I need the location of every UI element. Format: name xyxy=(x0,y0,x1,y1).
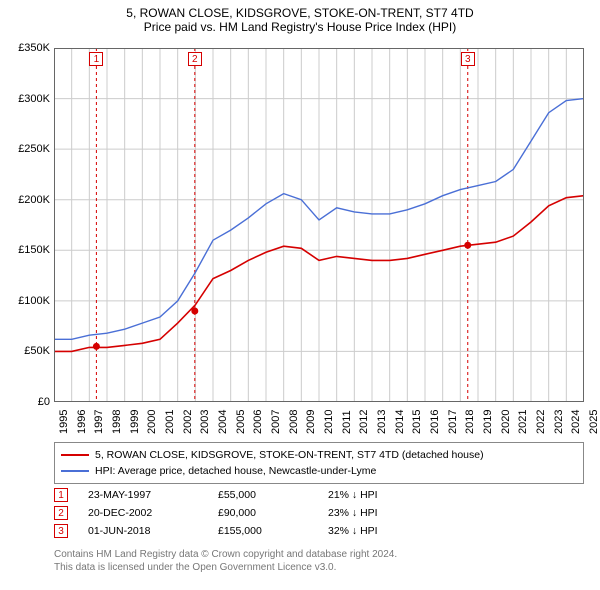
xtick-label: 2022 xyxy=(535,410,547,434)
legend-swatch xyxy=(61,454,89,456)
event-marker-icon: 1 xyxy=(54,488,68,502)
chart-svg xyxy=(54,48,584,402)
xtick-label: 1999 xyxy=(129,410,141,434)
legend-label: HPI: Average price, detached house, Newc… xyxy=(95,465,376,477)
event-marker-box: 3 xyxy=(461,52,475,66)
legend-row: HPI: Average price, detached house, Newc… xyxy=(61,463,577,479)
xtick-label: 2018 xyxy=(464,410,476,434)
footer-line1: Contains HM Land Registry data © Crown c… xyxy=(54,548,397,561)
xtick-label: 2006 xyxy=(252,410,264,434)
xtick-label: 2013 xyxy=(376,410,388,434)
xtick-label: 2025 xyxy=(588,410,600,434)
xtick-label: 2009 xyxy=(305,410,317,434)
xtick-label: 1996 xyxy=(76,410,88,434)
legend-swatch xyxy=(61,470,89,472)
title-address: 5, ROWAN CLOSE, KIDSGROVE, STOKE-ON-TREN… xyxy=(0,6,600,20)
xtick-label: 2003 xyxy=(199,410,211,434)
event-row: 1 23-MAY-1997£55,00021% ↓ HPI xyxy=(54,486,584,504)
xtick-label: 1998 xyxy=(111,410,123,434)
xtick-label: 2005 xyxy=(235,410,247,434)
ytick-label: £250K xyxy=(4,143,50,155)
event-delta: 32% ↓ HPI xyxy=(328,525,378,537)
event-delta: 23% ↓ HPI xyxy=(328,507,378,519)
xtick-label: 2015 xyxy=(411,410,423,434)
xtick-label: 2001 xyxy=(164,410,176,434)
ytick-label: £150K xyxy=(4,244,50,256)
footer-attribution: Contains HM Land Registry data © Crown c… xyxy=(54,548,397,574)
ytick-label: £300K xyxy=(4,93,50,105)
legend-label: 5, ROWAN CLOSE, KIDSGROVE, STOKE-ON-TREN… xyxy=(95,449,484,461)
event-marker-box: 1 xyxy=(89,52,103,66)
xtick-label: 2020 xyxy=(500,410,512,434)
event-date: 23-MAY-1997 xyxy=(88,489,218,501)
ytick-label: £100K xyxy=(4,295,50,307)
chart-container: 5, ROWAN CLOSE, KIDSGROVE, STOKE-ON-TREN… xyxy=(0,0,600,590)
xtick-label: 2014 xyxy=(394,410,406,434)
xtick-label: 2010 xyxy=(323,410,335,434)
ytick-label: £0 xyxy=(4,396,50,408)
xtick-label: 1995 xyxy=(58,410,70,434)
event-price: £90,000 xyxy=(218,507,328,519)
xtick-label: 2004 xyxy=(217,410,229,434)
legend-row: 5, ROWAN CLOSE, KIDSGROVE, STOKE-ON-TREN… xyxy=(61,447,577,463)
xtick-label: 2023 xyxy=(553,410,565,434)
chart-area xyxy=(54,48,584,402)
event-delta: 21% ↓ HPI xyxy=(328,489,378,501)
xtick-label: 2017 xyxy=(447,410,459,434)
event-row: 3 01-JUN-2018£155,00032% ↓ HPI xyxy=(54,522,584,540)
xtick-label: 2024 xyxy=(570,410,582,434)
xtick-label: 2011 xyxy=(341,410,353,434)
xtick-label: 2000 xyxy=(146,410,158,434)
event-price: £155,000 xyxy=(218,525,328,537)
title-block: 5, ROWAN CLOSE, KIDSGROVE, STOKE-ON-TREN… xyxy=(0,0,600,34)
event-marker-icon: 2 xyxy=(54,506,68,520)
event-marker-icon: 3 xyxy=(54,524,68,538)
event-date: 20-DEC-2002 xyxy=(88,507,218,519)
event-marker-box: 2 xyxy=(188,52,202,66)
xtick-label: 2016 xyxy=(429,410,441,434)
xtick-label: 2002 xyxy=(182,410,194,434)
event-price: £55,000 xyxy=(218,489,328,501)
xtick-label: 2007 xyxy=(270,410,282,434)
footer-line2: This data is licensed under the Open Gov… xyxy=(54,561,397,574)
title-subtitle: Price paid vs. HM Land Registry's House … xyxy=(0,20,600,34)
xtick-label: 2012 xyxy=(358,410,370,434)
xtick-label: 1997 xyxy=(93,410,105,434)
ytick-label: £50K xyxy=(4,345,50,357)
event-date: 01-JUN-2018 xyxy=(88,525,218,537)
ytick-label: £350K xyxy=(4,42,50,54)
sale-events: 1 23-MAY-1997£55,00021% ↓ HPI 2 20-DEC-2002… xyxy=(54,486,584,540)
event-row: 2 20-DEC-2002£90,00023% ↓ HPI xyxy=(54,504,584,522)
xtick-label: 2021 xyxy=(517,410,529,434)
ytick-label: £200K xyxy=(4,194,50,206)
legend: 5, ROWAN CLOSE, KIDSGROVE, STOKE-ON-TREN… xyxy=(54,442,584,484)
xtick-label: 2008 xyxy=(288,410,300,434)
xtick-label: 2019 xyxy=(482,410,494,434)
